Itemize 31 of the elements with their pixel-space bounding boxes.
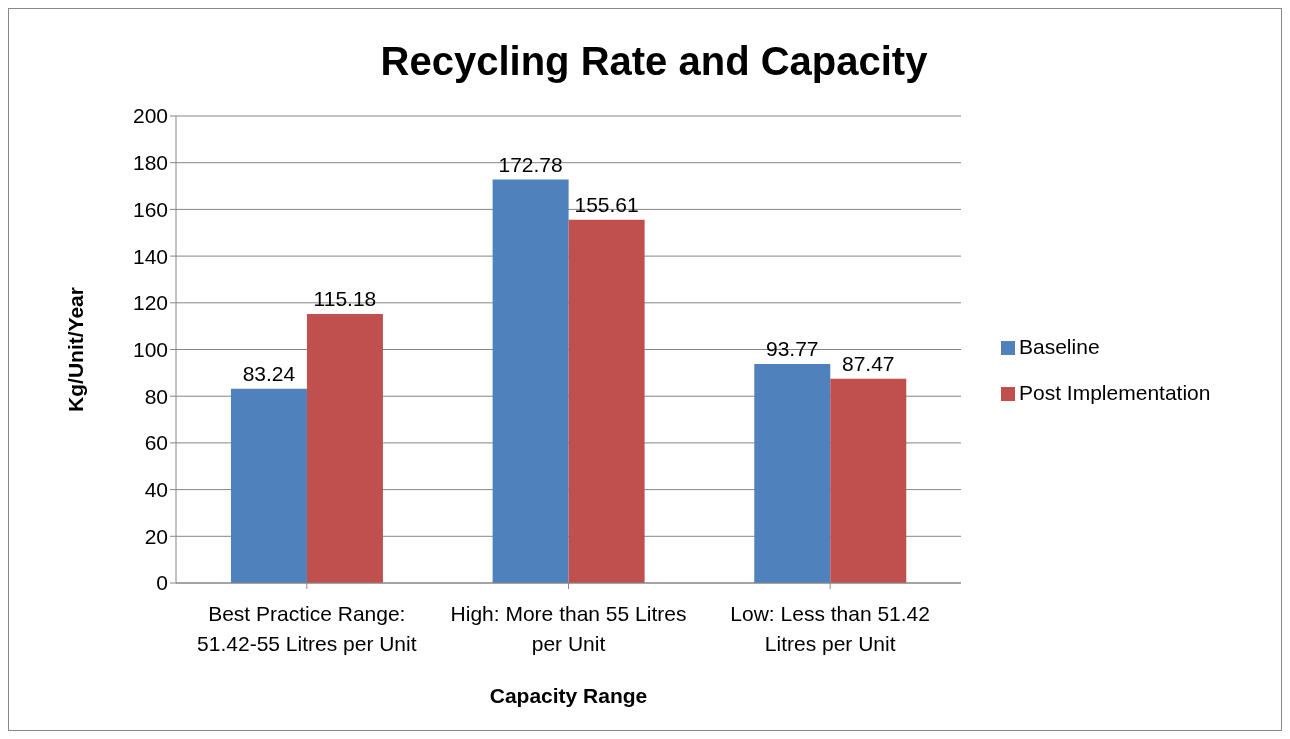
x-tick-label: Low: Less than 51.42 Litres per Unit — [730, 602, 930, 655]
legend-label: Baseline — [1019, 334, 1100, 358]
data-label: 93.77 — [766, 337, 819, 361]
data-label: 155.61 — [574, 192, 639, 216]
y-tick-label: 40 — [144, 478, 168, 502]
y-tick-label: 60 — [144, 431, 168, 455]
y-tick-label: 120 — [132, 291, 168, 315]
bar — [230, 388, 307, 583]
y-tick-label: 180 — [132, 151, 168, 175]
bar — [830, 378, 907, 583]
chart-title: Recycling Rate and Capacity — [379, 39, 929, 84]
y-tick-label: 160 — [132, 197, 168, 221]
y-tick-label: 140 — [132, 244, 168, 268]
data-label: 172.78 — [498, 152, 563, 176]
y-tick-label: 200 — [132, 104, 168, 128]
y-tick-label: 100 — [132, 337, 168, 361]
bar — [754, 364, 831, 583]
data-label: 83.24 — [242, 361, 296, 385]
legend-label: Post Implementation — [1019, 380, 1211, 404]
x-axis-title: Capacity Range — [489, 684, 648, 707]
data-label: 115.18 — [313, 287, 377, 311]
x-tick-label: High: More than 55 Litres per Unit — [450, 602, 687, 655]
y-tick-label: 80 — [144, 384, 168, 408]
bar — [568, 219, 645, 583]
y-tick-label: 0 — [156, 571, 168, 595]
data-label: 87.47 — [842, 351, 895, 375]
bar — [306, 314, 383, 583]
y-axis-title: Kg/Unit/Year — [64, 287, 88, 412]
x-tick-label: Best Practice Range: 51.42-55 Litres per Unit — [197, 602, 417, 655]
y-tick-label: 20 — [144, 524, 168, 548]
bar — [492, 179, 569, 583]
